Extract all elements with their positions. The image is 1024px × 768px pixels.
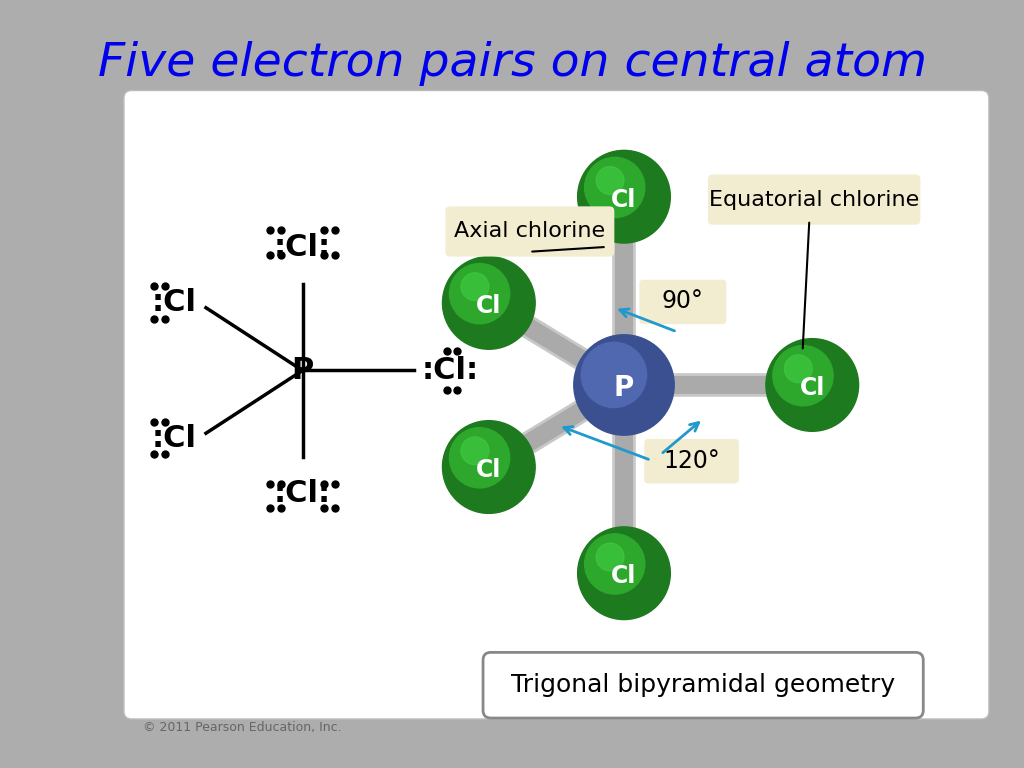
Text: Trigonal bipyramidal geometry: Trigonal bipyramidal geometry [511, 674, 895, 697]
FancyBboxPatch shape [445, 207, 614, 257]
Circle shape [578, 527, 671, 620]
Circle shape [585, 157, 645, 217]
Text: 120°: 120° [664, 449, 720, 473]
Text: :Cl:: :Cl: [421, 356, 478, 385]
Circle shape [578, 151, 671, 243]
Circle shape [442, 421, 536, 513]
FancyBboxPatch shape [483, 652, 924, 718]
Text: :Cl: :Cl [152, 424, 197, 452]
Circle shape [582, 343, 646, 408]
Text: © 2011 Pearson Education, Inc.: © 2011 Pearson Education, Inc. [143, 721, 342, 734]
Circle shape [461, 273, 488, 300]
FancyBboxPatch shape [639, 280, 726, 324]
Circle shape [596, 543, 624, 571]
Text: :Cl: :Cl [152, 289, 197, 317]
Text: Cl: Cl [611, 564, 637, 588]
Text: Cl: Cl [611, 187, 637, 212]
Text: 90°: 90° [662, 289, 703, 313]
Text: Equatorial chlorine: Equatorial chlorine [709, 190, 920, 210]
Text: Axial chlorine: Axial chlorine [454, 221, 605, 241]
FancyBboxPatch shape [708, 174, 921, 225]
Circle shape [784, 355, 812, 382]
Text: Cl: Cl [476, 458, 502, 482]
Circle shape [585, 534, 645, 594]
Circle shape [573, 335, 674, 435]
FancyBboxPatch shape [644, 439, 739, 483]
Circle shape [442, 257, 536, 349]
Circle shape [596, 167, 624, 194]
Circle shape [450, 263, 510, 324]
Circle shape [773, 346, 834, 406]
Text: Cl: Cl [800, 376, 825, 400]
FancyBboxPatch shape [124, 91, 989, 719]
Text: Five electron pairs on central atom: Five electron pairs on central atom [97, 41, 927, 86]
Text: :Cl:: :Cl: [274, 233, 331, 263]
Circle shape [766, 339, 858, 432]
Text: P: P [292, 356, 313, 385]
Circle shape [461, 437, 488, 465]
Text: Cl: Cl [476, 294, 502, 318]
Text: :Cl:: :Cl: [274, 478, 331, 508]
Circle shape [450, 428, 510, 488]
Text: P: P [613, 374, 634, 402]
